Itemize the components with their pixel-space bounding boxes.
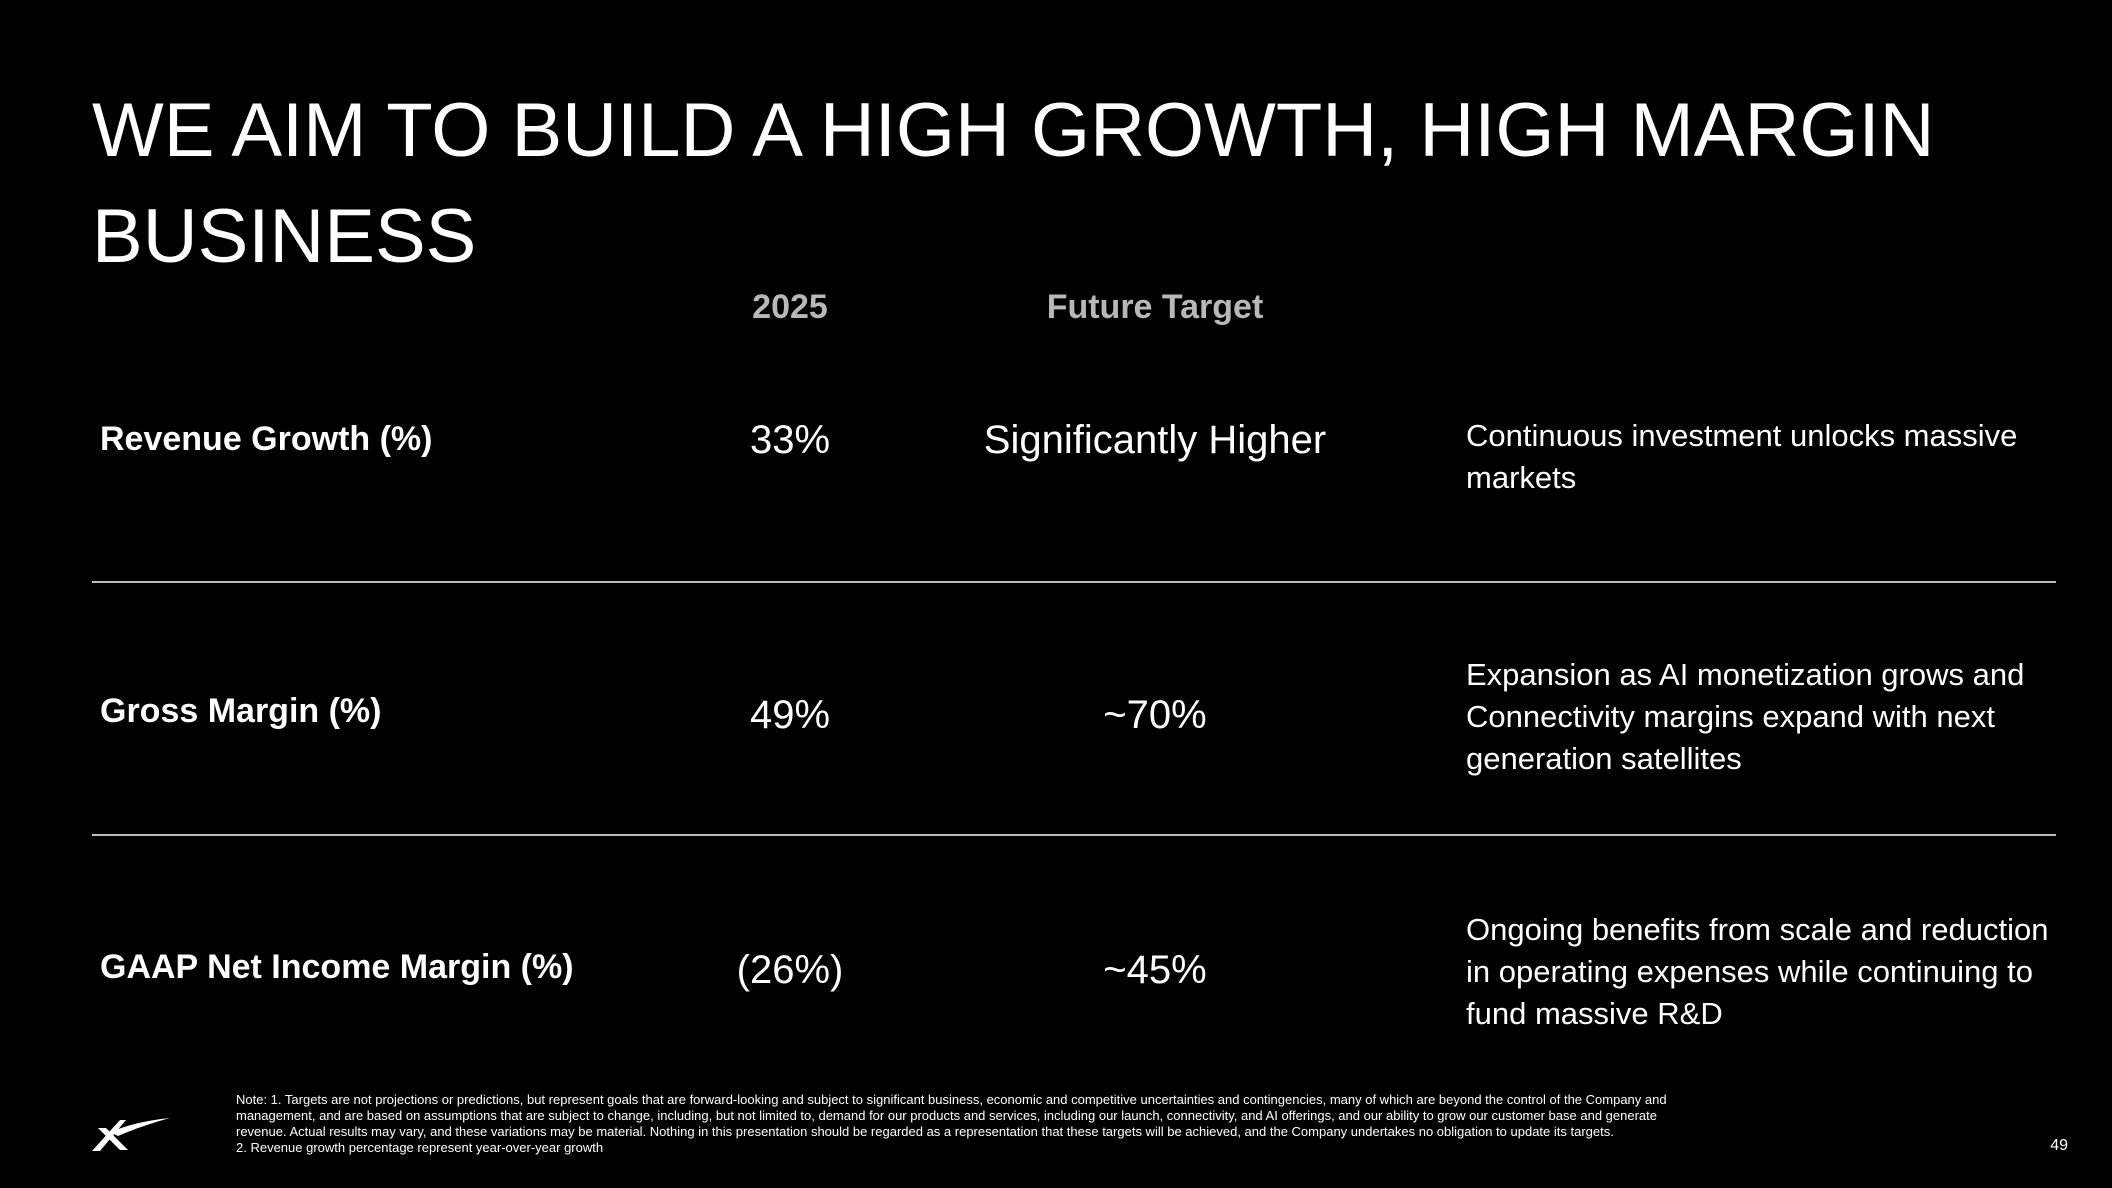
row-divider	[92, 581, 2056, 583]
column-header-2025: 2025	[752, 288, 828, 326]
row-label-revenue-growth: Revenue Growth (%)	[100, 420, 433, 458]
row-label-gross-margin: Gross Margin (%)	[100, 692, 382, 730]
revenue-growth-description: Continuous investment unlocks massive ma…	[1466, 418, 2018, 495]
revenue-growth-2025-value: 33%	[749, 418, 831, 462]
row-divider	[92, 834, 2056, 836]
gaap-net-income-2025-value: (26%)	[736, 948, 844, 992]
column-header-future-target: Future Target	[1046, 288, 1264, 326]
footnote-1: Note: 1. Targets are not projections or …	[236, 1092, 1667, 1139]
footnote-2: 2. Revenue growth percentage represent y…	[236, 1140, 604, 1155]
revenue-growth-future-target: Significantly Higher	[983, 418, 1327, 462]
gaap-net-income-description: Ongoing benefits from scale and reductio…	[1466, 912, 2049, 1031]
page-title: WE AIM TO BUILD A HIGH GROWTH, HIGH MARG…	[92, 88, 1935, 279]
gross-margin-2025-value: 49%	[749, 693, 831, 737]
gross-margin-description: Expansion as AI monetization grows and C…	[1466, 657, 2025, 776]
gaap-net-income-future-target: ~45%	[1103, 948, 1207, 992]
x-logo-icon	[92, 1118, 170, 1151]
gross-margin-future-target: ~70%	[1103, 693, 1207, 737]
row-label-gaap-net-income-margin: GAAP Net Income Margin (%)	[100, 948, 574, 986]
footnotes: Note: 1. Targets are not projections or …	[236, 1092, 1696, 1156]
page-number: 49	[2050, 1137, 2068, 1154]
